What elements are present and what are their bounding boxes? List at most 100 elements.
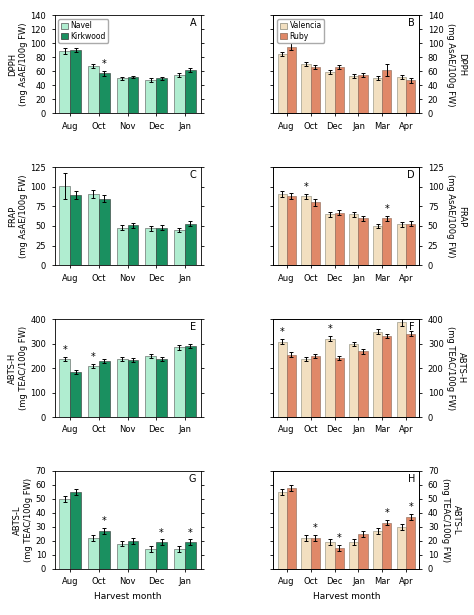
Text: *: * (159, 528, 164, 538)
Bar (397, 322, 406, 417)
Bar (310, 67, 319, 113)
Text: D: D (408, 170, 415, 180)
Text: G: G (189, 474, 196, 484)
Bar (374, 332, 383, 417)
Bar (301, 65, 310, 113)
Bar (59, 51, 70, 113)
Text: H: H (408, 474, 415, 484)
Bar (99, 531, 110, 569)
Bar (406, 334, 415, 417)
Bar (383, 523, 392, 569)
Bar (99, 73, 110, 113)
Bar (374, 531, 383, 569)
Bar (301, 538, 310, 569)
Bar (88, 538, 99, 569)
Y-axis label: ABTS-L
(mg TEAC/100g FW): ABTS-L (mg TEAC/100g FW) (441, 478, 461, 562)
Bar (145, 549, 156, 569)
Bar (70, 492, 81, 569)
Bar (156, 228, 167, 265)
Bar (335, 213, 344, 265)
Bar (70, 50, 81, 113)
Text: *: * (280, 327, 284, 338)
Bar (326, 72, 335, 113)
X-axis label: Harvest month: Harvest month (94, 592, 161, 601)
Bar (174, 347, 185, 417)
Bar (174, 230, 185, 265)
Bar (278, 54, 287, 113)
Bar (383, 70, 392, 113)
Bar (301, 196, 310, 265)
Text: *: * (328, 324, 332, 334)
Bar (406, 81, 415, 113)
Bar (349, 76, 358, 113)
Text: B: B (409, 18, 415, 28)
Bar (349, 542, 358, 569)
Text: *: * (91, 352, 96, 362)
Legend: Valencia, Ruby: Valencia, Ruby (277, 19, 324, 43)
Bar (287, 488, 296, 569)
X-axis label: Harvest month: Harvest month (313, 592, 380, 601)
Text: C: C (190, 170, 196, 180)
Text: *: * (63, 344, 67, 355)
Bar (174, 549, 185, 569)
Bar (335, 359, 344, 417)
Bar (70, 195, 81, 265)
Bar (156, 78, 167, 113)
Text: F: F (410, 322, 415, 332)
Bar (59, 186, 70, 265)
Text: *: * (409, 502, 413, 512)
Bar (128, 225, 138, 265)
Bar (117, 359, 128, 417)
Bar (59, 499, 70, 569)
Bar (185, 224, 196, 265)
Text: A: A (190, 18, 196, 28)
Bar (326, 214, 335, 265)
Bar (185, 542, 196, 569)
Bar (156, 359, 167, 417)
Bar (185, 346, 196, 417)
Bar (326, 339, 335, 417)
Bar (287, 196, 296, 265)
Y-axis label: ABTS-H
(mg TEAC/100g FW): ABTS-H (mg TEAC/100g FW) (8, 326, 27, 410)
Text: E: E (190, 322, 196, 332)
Bar (117, 78, 128, 113)
Bar (358, 218, 367, 265)
Bar (349, 344, 358, 417)
Bar (145, 356, 156, 417)
Bar (174, 75, 185, 113)
Bar (358, 534, 367, 569)
Bar (326, 542, 335, 569)
Bar (70, 372, 81, 417)
Bar (287, 47, 296, 113)
Bar (59, 359, 70, 417)
Bar (397, 77, 406, 113)
Bar (383, 218, 392, 265)
Bar (117, 544, 128, 569)
Bar (374, 226, 383, 265)
Bar (397, 224, 406, 265)
Text: *: * (313, 523, 318, 533)
Text: *: * (384, 508, 389, 518)
Bar (128, 360, 138, 417)
Y-axis label: ABTS-H
(mg TEAC/100g FW): ABTS-H (mg TEAC/100g FW) (447, 326, 466, 410)
Bar (278, 492, 287, 569)
Text: *: * (102, 60, 107, 69)
Legend: Navel, Kirkwood: Navel, Kirkwood (58, 19, 108, 43)
Y-axis label: DPPH
(mg AsAE/100g FW): DPPH (mg AsAE/100g FW) (447, 23, 466, 106)
Bar (397, 527, 406, 569)
Text: *: * (337, 533, 341, 543)
Bar (358, 75, 367, 113)
Text: *: * (304, 182, 309, 192)
Bar (128, 541, 138, 569)
Bar (99, 199, 110, 265)
Bar (88, 365, 99, 417)
Text: *: * (188, 528, 192, 538)
Bar (406, 517, 415, 569)
Bar (301, 359, 310, 417)
Bar (278, 342, 287, 417)
Bar (349, 214, 358, 265)
Bar (99, 361, 110, 417)
Text: *: * (102, 517, 107, 526)
Bar (117, 228, 128, 265)
Bar (383, 336, 392, 417)
